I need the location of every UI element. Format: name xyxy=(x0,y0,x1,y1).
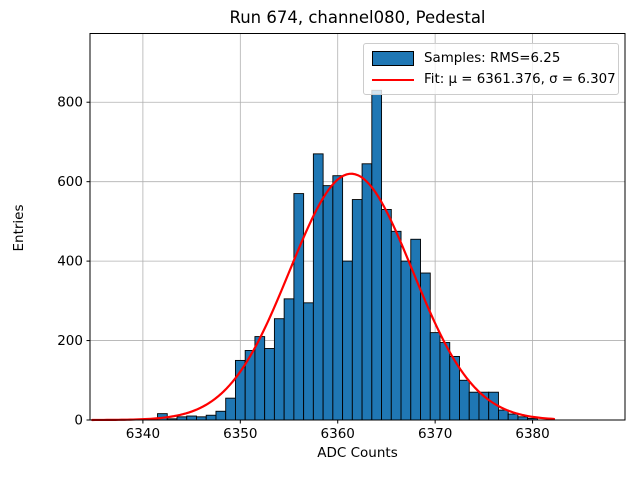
histogram-bar xyxy=(371,89,383,421)
x-tick-label: 6370 xyxy=(418,426,452,442)
histogram-bar xyxy=(439,342,451,421)
histogram-bar xyxy=(234,359,246,421)
histogram-bar xyxy=(264,348,275,421)
histogram-bar xyxy=(351,199,363,421)
histogram-bar xyxy=(283,298,295,421)
legend-item-samples: Samples: RMS=6.25 xyxy=(372,48,610,69)
histogram-bar xyxy=(498,409,509,421)
histogram-bar xyxy=(400,260,412,421)
legend-patch-icon xyxy=(372,51,414,66)
legend-line-icon xyxy=(372,78,414,81)
x-tick-labels: 6340 6350 6360 6370 6380 xyxy=(126,426,550,442)
histogram-bars xyxy=(157,89,538,421)
x-axis-label: ADC Counts xyxy=(317,445,398,461)
x-tick-label: 6340 xyxy=(126,426,160,442)
legend-label-fit: Fit: μ = 6361.376, σ = 6.307 xyxy=(424,72,616,87)
x-tick-label: 6360 xyxy=(321,426,355,442)
histogram-bar xyxy=(225,397,236,421)
x-tick-label: 6380 xyxy=(515,426,549,442)
y-tick-label: 400 xyxy=(57,254,83,270)
x-tick-label: 6350 xyxy=(223,426,257,442)
legend-label-samples: Samples: RMS=6.25 xyxy=(424,51,561,66)
chart-title: Run 674, channel080, Pedestal xyxy=(229,8,486,27)
histogram-bar xyxy=(293,193,305,421)
histogram-bar xyxy=(322,185,334,421)
axes-frame xyxy=(89,33,626,421)
histogram-bar xyxy=(254,336,266,421)
y-tick-label: 800 xyxy=(57,95,83,111)
legend-item-fit: Fit: μ = 6361.376, σ = 6.307 xyxy=(372,69,616,90)
histogram-bar xyxy=(273,318,285,421)
histogram-bar xyxy=(468,391,480,421)
fit-curve xyxy=(91,172,556,422)
histogram-bar xyxy=(459,379,470,421)
histogram-bar xyxy=(507,413,519,421)
y-tick-labels: 0 200 400 600 800 xyxy=(57,95,83,429)
histogram-bar xyxy=(361,163,373,421)
histogram-bar xyxy=(332,175,344,421)
histogram-bar xyxy=(429,332,441,421)
histogram-bar xyxy=(312,153,324,421)
histogram-bar xyxy=(390,230,402,421)
histogram-bar xyxy=(205,414,217,421)
histogram-bar xyxy=(381,209,392,421)
histogram-bar xyxy=(342,260,353,421)
legend: Samples: RMS=6.25 Fit: μ = 6361.376, σ =… xyxy=(363,43,619,95)
y-tick-label: 600 xyxy=(57,174,83,190)
tick-marks xyxy=(86,101,534,424)
y-tick-label: 200 xyxy=(57,333,83,349)
histogram-bar xyxy=(186,415,197,421)
y-axis-label: Entries xyxy=(11,204,27,252)
histogram-bar xyxy=(410,238,421,421)
histogram-bar xyxy=(303,302,314,421)
histogram-bar xyxy=(215,410,227,421)
y-tick-label: 0 xyxy=(74,413,83,429)
